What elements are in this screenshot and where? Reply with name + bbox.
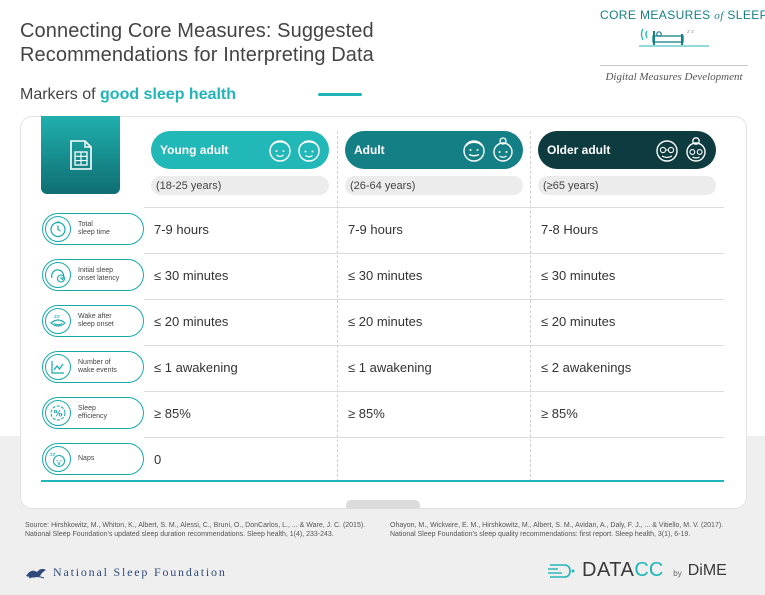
adult-faces (460, 136, 517, 164)
age-range-older-adult: (≥65 years) (538, 176, 716, 195)
svg-text:z z: z z (687, 29, 694, 35)
column-label: Adult (354, 143, 385, 157)
nsf-name: National Sleep Foundation (53, 565, 227, 579)
row-label-wake-after-sleep-onset: zz Wake after sleep onset (42, 305, 144, 337)
row-divider (144, 437, 724, 438)
age-range-adult: (26-64 years) (345, 176, 523, 195)
nap-face-icon: zz (50, 452, 66, 468)
cell-adult: ≥ 85% (348, 406, 385, 421)
datacc-accent: CC (634, 559, 664, 581)
wake-chart-icon (51, 361, 64, 374)
cell-young-adult: 7-9 hours (154, 222, 209, 237)
column-header-adult: Adult (345, 131, 523, 169)
young-adult-faces (266, 136, 323, 164)
subtitle: Markers of good sleep health (20, 86, 236, 104)
column-header-young-adult: Young adult (151, 131, 329, 169)
row-label-number-of-wake-events: Number of wake events (42, 351, 144, 383)
older-adult-faces (653, 136, 710, 164)
cell-adult: ≤ 20 minutes (348, 314, 423, 329)
subtitle-accent-line (318, 93, 362, 96)
sleep-bed-icon: z z (639, 28, 709, 47)
cell-adult: ≤ 1 awakening (348, 360, 432, 375)
young-face-icon (298, 140, 320, 162)
column-label: Young adult (160, 143, 229, 157)
subtitle-prefix: Markers of (20, 86, 101, 103)
datacc-by: by (673, 569, 682, 578)
svg-text:%: % (54, 410, 63, 420)
sleep-onset-clock-icon (51, 269, 66, 283)
row-divider (144, 391, 724, 392)
cell-young-adult: ≤ 1 awakening (154, 360, 238, 375)
row-label-sleep-efficiency: % Sleep efficiency (42, 397, 144, 429)
row-label-initial-sleep-onset-latency: Initial sleep onset latency (42, 259, 144, 291)
cell-older-adult: 7-8 Hours (541, 222, 599, 237)
cell-older-adult: ≤ 20 minutes (541, 314, 616, 329)
cell-young-adult: ≥ 85% (154, 406, 191, 421)
cell-young-adult: ≤ 30 minutes (154, 268, 229, 283)
cell-older-adult: ≤ 30 minutes (541, 268, 616, 283)
brand-name: CORE MEASURES of SLEEP (600, 8, 765, 22)
row-label-naps: zz Naps (42, 443, 144, 475)
closed-eye-zz-icon: zz (50, 314, 66, 327)
brand-logo: CORE MEASURES of SLEEP z z Digital Measu… (600, 8, 765, 83)
source-citation-left: Source: Hirshkowitz, M., Whiton, K., Alb… (25, 522, 366, 538)
source-citation-right: Ohayon, M., Wickwire, E. M., Hirshkowitz… (390, 522, 724, 538)
row-divider (144, 207, 724, 208)
cell-older-adult: ≥ 85% (541, 406, 578, 421)
column-header-older-adult: Older adult (538, 131, 716, 169)
clock-icon (50, 221, 66, 238)
row-divider (144, 345, 724, 346)
document-icon (69, 140, 92, 170)
document-tab (41, 116, 120, 194)
datacc-icon (548, 563, 575, 578)
young-face-icon (269, 140, 291, 162)
svg-text:zz: zz (50, 452, 56, 458)
percent-icon: % (50, 405, 66, 421)
datacc-main: DATA (582, 559, 635, 581)
row-label-total-sleep-time: Total sleep time (42, 213, 144, 245)
brand-divider (600, 65, 748, 66)
cell-older-adult: ≤ 2 awakenings (541, 360, 632, 375)
brand-tagline: Digital Measures Development (605, 71, 743, 83)
nsf-bird-icon (26, 568, 46, 578)
title-line-1: Connecting Core Measures: Suggested (20, 20, 374, 42)
older-face-icon (686, 137, 706, 162)
nsf-logo: National Sleep Foundation (25, 565, 227, 580)
cell-adult: 7-9 hours (348, 222, 403, 237)
adult-face-icon (493, 137, 513, 162)
row-divider (144, 253, 724, 254)
column-divider (530, 131, 531, 482)
dime-logo: DiME (687, 561, 727, 579)
title-line-2: Recommendations for Interpreting Data (20, 44, 374, 66)
column-divider (337, 131, 338, 482)
table-baseline (41, 480, 724, 482)
cell-adult: ≤ 30 minutes (348, 268, 423, 283)
card-tab-stub (346, 500, 420, 509)
cell-young-adult: 0 (154, 452, 162, 467)
svg-text:zz: zz (54, 314, 60, 320)
page-title: Connecting Core Measures: Suggested Reco… (20, 19, 374, 67)
row-divider (144, 299, 724, 300)
age-range-young-adult: (18-25 years) (151, 176, 329, 195)
column-label: Older adult (547, 143, 611, 157)
datacc-logo: DATA CC by DiME (548, 559, 727, 582)
subtitle-highlight: good sleep health (100, 86, 237, 103)
cell-young-adult: ≤ 20 minutes (154, 314, 229, 329)
older-face-icon (656, 140, 678, 162)
adult-face-icon (463, 140, 485, 162)
